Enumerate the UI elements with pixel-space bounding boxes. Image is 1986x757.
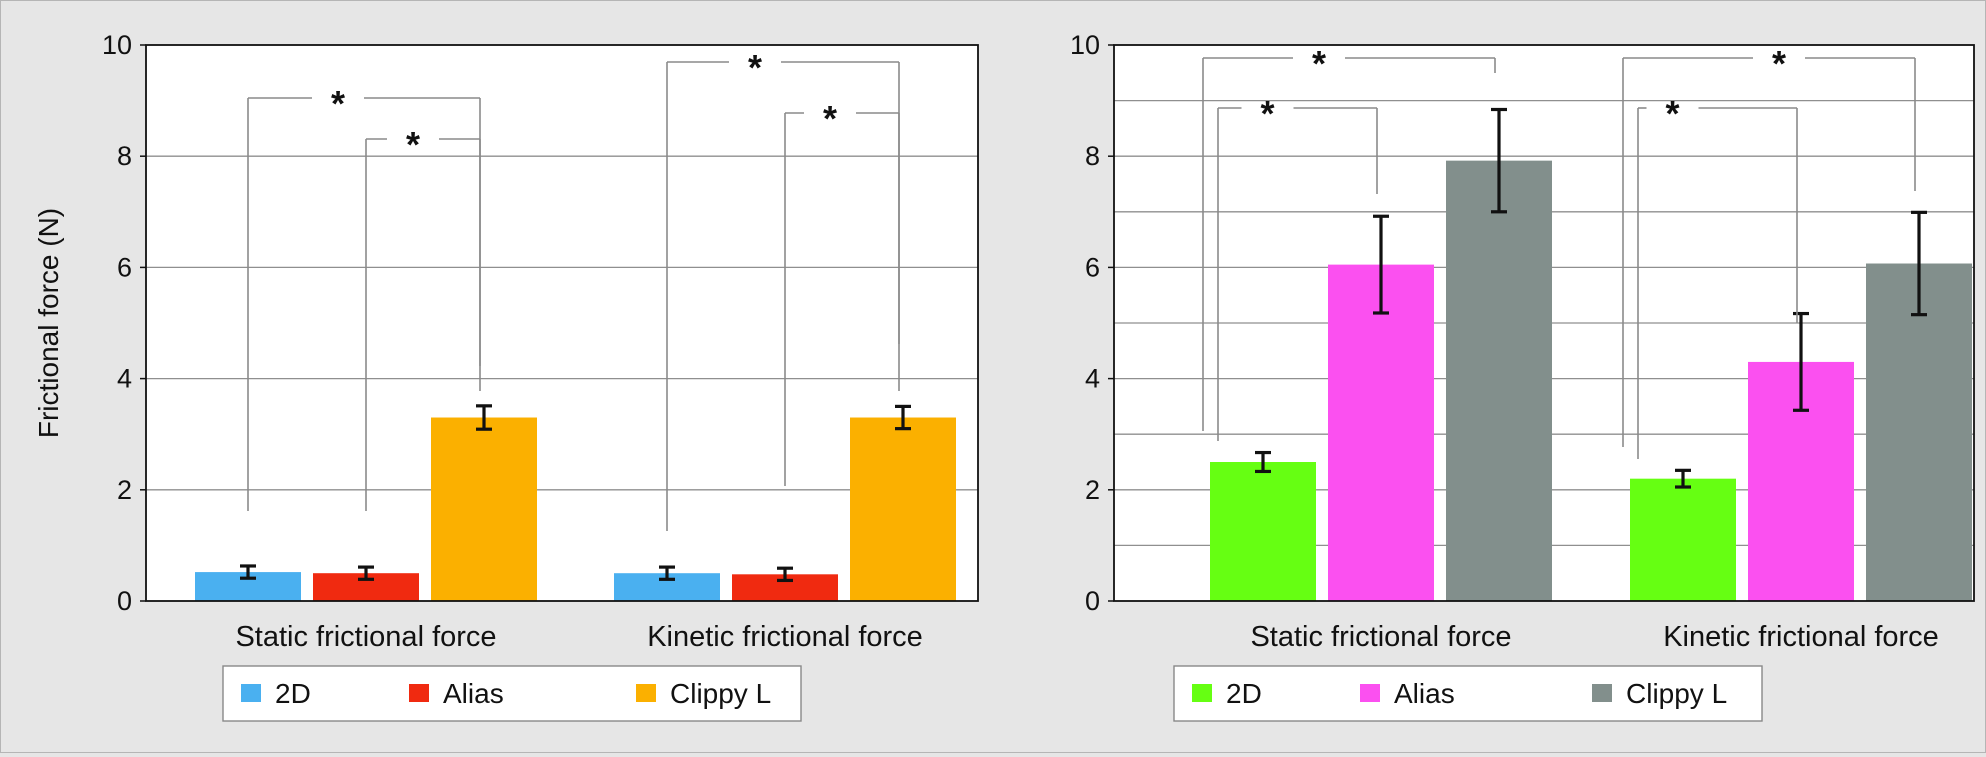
error-bar	[476, 404, 492, 431]
significance-star: *	[1312, 43, 1326, 84]
plot-frame	[145, 44, 979, 602]
legend: 2D Alias Clippy L	[1173, 665, 1763, 722]
legend-swatch-clippy-l	[1592, 684, 1612, 702]
significance-bracket	[365, 138, 481, 511]
legend-box	[222, 665, 802, 722]
y-tick-label: 6	[117, 252, 132, 282]
y-axis-label: Frictional force (N)	[33, 208, 64, 438]
legend-label: Clippy L	[1626, 678, 1727, 709]
category-label: Kinetic frictional force	[647, 621, 923, 653]
significance-bracket	[1202, 57, 1496, 431]
error-bar	[659, 565, 675, 581]
significance-star: *	[331, 83, 345, 124]
error-bar	[1911, 210, 1927, 317]
legend: 2D Alias Clippy L	[222, 665, 802, 722]
significance-bracket	[1622, 57, 1916, 447]
error-bar	[1373, 214, 1389, 315]
error-bar	[777, 566, 793, 583]
bar-alias	[1328, 264, 1434, 601]
category-label: Kinetic frictional force	[1663, 621, 1939, 653]
y-tick-label: 6	[1085, 252, 1100, 282]
significance-star: *	[823, 98, 837, 139]
category-label: Static frictional force	[1250, 621, 1511, 653]
bar-2d	[1210, 462, 1316, 601]
significance-bracket	[1217, 107, 1378, 441]
significance-star: *	[406, 124, 420, 165]
bar-clippy-l	[1446, 160, 1552, 601]
legend-label: 2D	[1226, 678, 1262, 709]
legend-swatch-2d	[241, 684, 261, 702]
legend-swatch-clippy-l	[636, 684, 656, 702]
plot-frame	[1113, 44, 1975, 602]
bar-2d	[1630, 478, 1736, 601]
y-tick-label: 10	[102, 30, 132, 60]
significance-bracket	[784, 112, 900, 486]
significance-star: *	[1260, 93, 1274, 134]
error-bar	[240, 564, 256, 580]
chart-panel-1: 0 2 4 6 8 10 Frictional force (N) Static fricti…	[33, 30, 979, 722]
error-bar	[1793, 311, 1809, 412]
legend-label: Alias	[443, 678, 504, 709]
plot-area	[146, 45, 978, 601]
legend-label: Alias	[1394, 678, 1455, 709]
legend-label: 2D	[275, 678, 311, 709]
bar-clippy-l	[1866, 263, 1972, 601]
legend-label: Clippy L	[670, 678, 771, 709]
legend-box	[1173, 665, 1763, 722]
legend-swatch-2d	[1192, 684, 1212, 702]
legend-swatch-alias	[1360, 684, 1380, 702]
bar-clippy-l	[850, 417, 956, 601]
y-tick-label: 2	[117, 475, 132, 505]
error-bar	[1255, 450, 1271, 474]
y-tick-label: 8	[1085, 141, 1100, 171]
y-tick-label: 4	[1085, 364, 1100, 394]
error-bar	[1675, 468, 1691, 489]
category-label: Static frictional force	[235, 621, 496, 653]
y-tick-label: 10	[1070, 30, 1100, 60]
significance-bracket	[1637, 107, 1798, 459]
significance-star: *	[1772, 43, 1786, 84]
y-tick-label: 0	[117, 586, 132, 616]
y-tick-label: 4	[117, 364, 132, 394]
chart-panel-2: 0 2 4 6 8 10 Static frictional force Kinetic fr…	[1070, 30, 1975, 722]
y-tick-label: 2	[1085, 475, 1100, 505]
legend-swatch-alias	[409, 684, 429, 702]
y-tick-label: 0	[1085, 586, 1100, 616]
error-bar	[358, 565, 374, 581]
error-bar	[1491, 107, 1507, 214]
significance-star: *	[748, 47, 762, 88]
error-bar	[895, 404, 911, 431]
y-tick-label: 8	[117, 141, 132, 171]
significance-star: *	[1665, 93, 1679, 134]
bar-clippy-l	[431, 417, 537, 601]
